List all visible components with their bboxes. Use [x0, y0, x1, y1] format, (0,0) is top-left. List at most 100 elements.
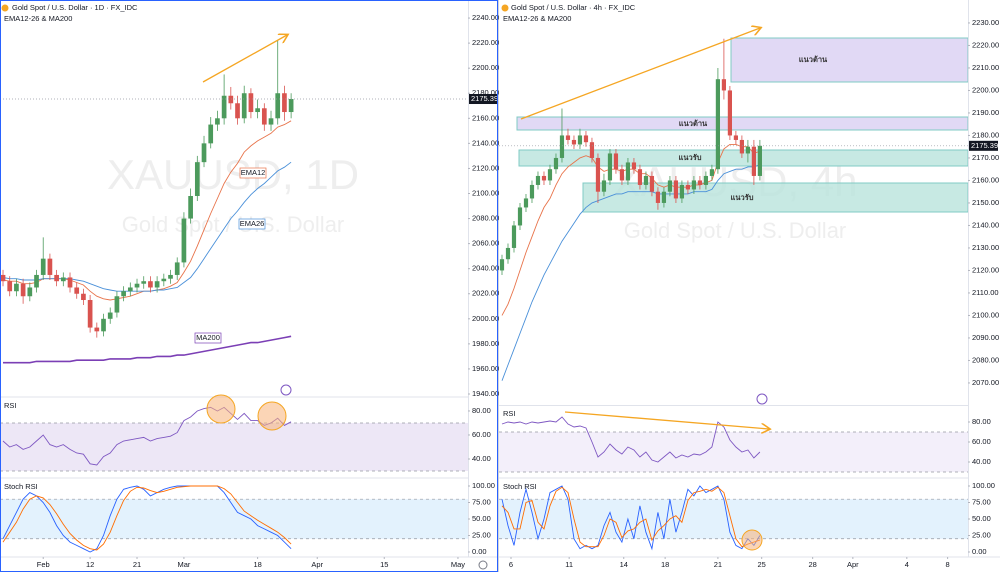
y-tick-label: 2100.00	[972, 310, 999, 319]
x-tick-label: 21	[133, 560, 141, 569]
y-tick-label: 2140.00	[472, 138, 499, 147]
x-tick-label: 8	[946, 560, 950, 569]
candle-body	[655, 191, 661, 203]
candle-body	[60, 277, 66, 282]
candle-body	[523, 198, 529, 208]
candle-body	[40, 258, 46, 275]
candle-body	[721, 79, 727, 91]
y-tick-label: 60.00	[472, 430, 491, 439]
candle-body	[601, 180, 607, 192]
candle-body	[553, 157, 559, 170]
candle-body	[697, 180, 703, 185]
divergence-arrow	[564, 411, 769, 429]
ma-line	[3, 335, 292, 364]
candle-body	[499, 259, 505, 271]
candle-body	[751, 146, 756, 176]
y-tick-label: 2120.00	[472, 163, 499, 172]
candle-body	[613, 153, 619, 170]
y-tick-label: 2210.00	[972, 63, 999, 72]
pane-title: Stoch RSI	[503, 482, 537, 491]
candle-body	[174, 262, 180, 275]
chart-content: Gold Spot / U.S. Dollar · 1D · FX_IDC EMA…	[0, 3, 999, 569]
y-tick-label: 1940.00	[472, 389, 499, 398]
candle-body	[20, 283, 26, 297]
candle-body	[505, 247, 511, 260]
candle-body	[268, 118, 274, 125]
support-zone	[582, 182, 969, 213]
candle-body	[529, 184, 535, 199]
highlight-circle	[741, 529, 763, 551]
candle-body	[47, 258, 53, 275]
ma-label: EMA26	[240, 219, 265, 228]
band	[499, 432, 968, 472]
candle-body	[34, 274, 39, 288]
candle-body	[154, 281, 160, 288]
candle-body	[691, 180, 697, 190]
candle-body	[188, 195, 193, 219]
stoch-line	[501, 485, 761, 551]
candle-body	[221, 95, 227, 119]
zone-label: แนวต้าน	[799, 55, 828, 64]
y-tick-label: 2180.00	[472, 88, 499, 97]
candle-body	[261, 108, 267, 125]
candle-body	[673, 180, 679, 199]
y-tick-label: 2230.00	[972, 18, 999, 27]
y-tick-label: 2140.00	[972, 220, 999, 229]
resistance-zone	[730, 37, 969, 83]
ma-label: MA200	[196, 333, 220, 342]
candle-body	[667, 180, 673, 192]
candle-body	[583, 135, 589, 143]
candle-body	[94, 327, 100, 332]
candle-body	[248, 93, 254, 113]
band	[0, 499, 468, 539]
pane-title: RSI	[4, 401, 17, 410]
candle-body	[275, 93, 281, 119]
y-tick-label: 2220.00	[472, 38, 499, 47]
event-icon[interactable]	[756, 393, 768, 405]
watermark-symbol: XAUUSD, 1D	[107, 151, 359, 198]
stoch-line	[2, 485, 292, 551]
candle-body	[637, 169, 643, 185]
x-tick-label: 4	[905, 560, 909, 569]
highlight-circle	[206, 394, 236, 424]
candle-body	[148, 281, 153, 288]
zone-label: แนวรับ	[679, 153, 702, 162]
candle-body	[194, 162, 200, 196]
candle-body	[67, 277, 73, 288]
y-tick-label: 2220.00	[972, 40, 999, 49]
y-tick-label: 75.00	[472, 497, 491, 506]
candle-body	[685, 184, 691, 190]
pane-title: RSI	[503, 409, 516, 418]
event-icon[interactable]	[280, 384, 292, 396]
x-tick-label: 18	[253, 560, 261, 569]
candle-body	[74, 287, 80, 294]
candle-body	[168, 274, 173, 279]
candle-body	[282, 93, 287, 113]
candle-body	[595, 157, 601, 192]
candle-body	[255, 108, 260, 113]
settings-icon[interactable]	[478, 560, 488, 570]
trend-arrow	[202, 35, 287, 83]
x-tick-label: 25	[758, 560, 766, 569]
y-tick-label: 40.00	[472, 454, 491, 463]
y-tick-label: 2060.00	[472, 239, 499, 248]
stoch-line	[2, 485, 292, 553]
y-tick-label: 75.00	[972, 497, 991, 506]
last-price-label: 2175.39	[471, 94, 498, 103]
candle-body	[739, 139, 744, 154]
ma-line	[501, 164, 761, 381]
y-tick-label: 50.00	[972, 514, 991, 523]
x-tick-label: 28	[808, 560, 816, 569]
x-tick-label: 11	[565, 560, 573, 569]
x-tick-label: Apr	[847, 560, 859, 569]
y-tick-label: 2080.00	[972, 355, 999, 364]
candle-body	[679, 184, 685, 199]
y-tick-label: 2200.00	[972, 85, 999, 94]
y-tick-label: 2100.00	[472, 188, 499, 197]
candle-body	[181, 218, 187, 263]
y-tick-label: 2020.00	[472, 289, 499, 298]
candle-body	[517, 207, 523, 226]
zone-label: แนวรับ	[731, 193, 754, 202]
candle-body	[7, 281, 13, 292]
